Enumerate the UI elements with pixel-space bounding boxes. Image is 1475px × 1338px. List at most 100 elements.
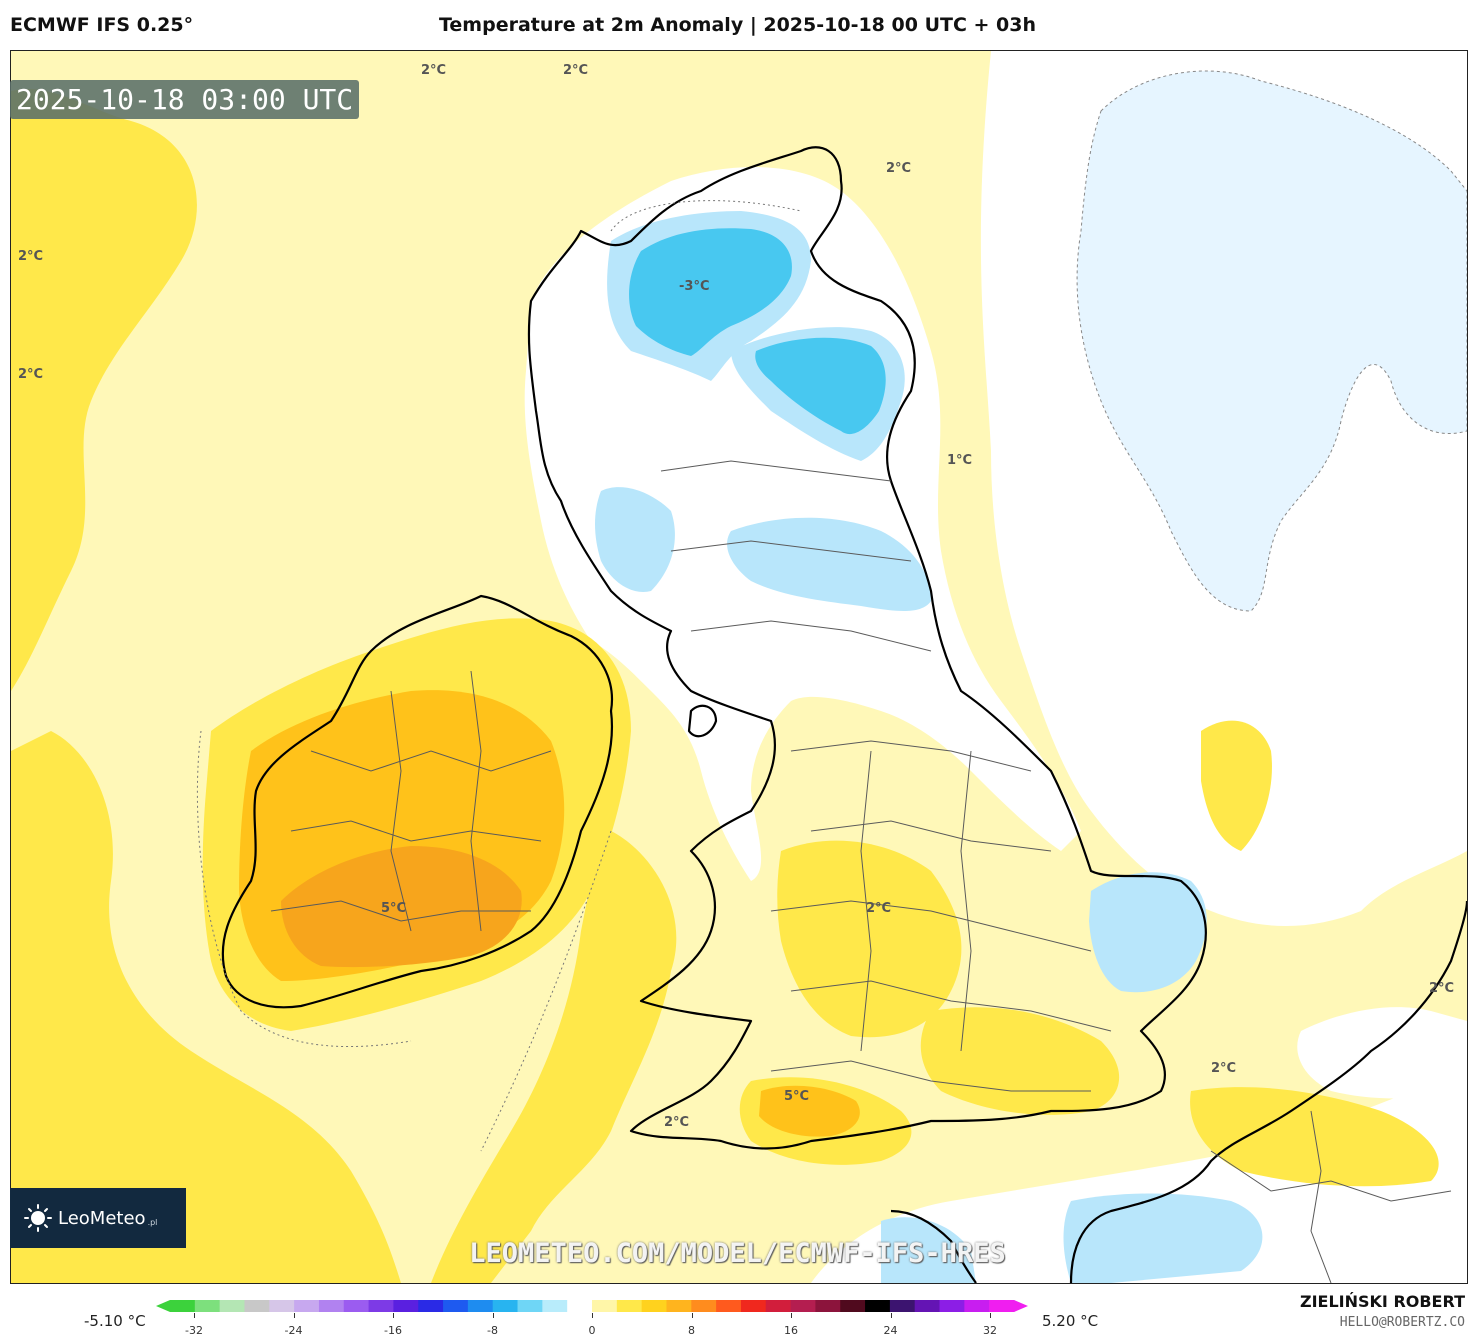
dorset-orange bbox=[759, 1085, 860, 1137]
colorbar-tick-mark bbox=[393, 1313, 394, 1318]
isoline-label: 2°C bbox=[664, 1115, 690, 1130]
map-area[interactable]: 2°C 2°C 2°C 2°C -3°C 2°C 1°C 5°C 2°C 2°C… bbox=[10, 50, 1468, 1284]
anomaly-map bbox=[11, 51, 1467, 1283]
colorbar-swatch bbox=[641, 1300, 667, 1312]
benelux-yellow bbox=[1190, 1087, 1439, 1187]
legend-min-value: -5.10 °C bbox=[84, 1312, 146, 1330]
southeast-yellow bbox=[920, 1007, 1120, 1115]
admin-borders bbox=[270, 460, 1452, 1283]
colorbar-tick-mark bbox=[592, 1313, 593, 1318]
colorbar-swatch bbox=[343, 1300, 370, 1312]
colorbar-swatch bbox=[840, 1300, 866, 1312]
netherlands-white bbox=[1297, 1007, 1467, 1099]
colorbar-swatch bbox=[542, 1300, 568, 1312]
colorbar-tick-label: -16 bbox=[384, 1324, 402, 1337]
colorbar-swatch bbox=[219, 1300, 245, 1312]
colorbar-swatch bbox=[616, 1300, 643, 1312]
isoline-label: -3°C bbox=[679, 279, 710, 294]
map-title: Temperature at 2m Anomaly | 2025-10-18 0… bbox=[438, 14, 1037, 36]
colorbar-swatch bbox=[815, 1300, 841, 1312]
colorbar-tick-mark bbox=[990, 1313, 991, 1318]
france-white bbox=[811, 1071, 1467, 1283]
legend-max-value: 5.20 °C bbox=[1042, 1312, 1099, 1330]
colorbar-swatch bbox=[318, 1300, 345, 1312]
isoline-label: 5°C bbox=[784, 1089, 810, 1104]
author-name: ZIELIŃSKI ROBERT bbox=[1299, 1292, 1465, 1311]
colorbar-swatch bbox=[393, 1300, 419, 1312]
east-anglia-blue bbox=[1089, 872, 1207, 993]
colorbar-swatch bbox=[368, 1300, 394, 1312]
colorbar-tick-label: 24 bbox=[883, 1324, 898, 1337]
colorbar-swatch bbox=[989, 1300, 1015, 1312]
isoline-label: 2°C bbox=[421, 63, 447, 78]
colorbar-swatch bbox=[418, 1300, 444, 1312]
grampians-cyan bbox=[755, 337, 886, 435]
colorbar-swatch bbox=[889, 1300, 916, 1312]
colorbar-swatch bbox=[294, 1300, 320, 1312]
colorbar-swatch bbox=[865, 1300, 891, 1312]
colorbar-max-arrow bbox=[1014, 1300, 1028, 1312]
colorbar-tick-mark bbox=[791, 1313, 792, 1318]
colorbar-tick-label: 0 bbox=[588, 1324, 596, 1337]
colorbar bbox=[156, 1300, 1028, 1312]
leometeo-logo[interactable]: LeoMeteo .pl bbox=[10, 1188, 186, 1248]
colorbar-swatch bbox=[765, 1300, 792, 1312]
isoline-label: 2°C bbox=[1429, 981, 1455, 996]
colorbar-swatch bbox=[666, 1300, 692, 1312]
colorbar-swatch bbox=[716, 1300, 742, 1312]
isoline-label: 2°C bbox=[1211, 1061, 1237, 1076]
ireland-dark-orange bbox=[281, 846, 522, 968]
highlands-cyan bbox=[629, 228, 792, 356]
west-highlands-blue bbox=[595, 487, 675, 592]
colorbar-swatch bbox=[170, 1300, 196, 1312]
colorbar-swatch bbox=[467, 1300, 494, 1312]
isoline-label: 2°C bbox=[563, 63, 589, 78]
colorbar-tick-label: -24 bbox=[284, 1324, 303, 1337]
anomaly-contours bbox=[196, 200, 802, 1152]
atlantic-yellow-zone-south bbox=[11, 731, 401, 1283]
isoline-label: 2°C bbox=[18, 249, 44, 264]
brittany-blue bbox=[881, 1217, 976, 1283]
southern-uplands-light-blue bbox=[727, 517, 931, 611]
coastlines bbox=[221, 146, 1467, 1283]
scandinavia-pale-blue bbox=[1076, 70, 1467, 612]
sun-icon bbox=[24, 1204, 52, 1232]
isoline-label: 5°C bbox=[381, 901, 407, 916]
author-email[interactable]: HELLO@ROBERTZ.CO bbox=[1339, 1315, 1465, 1330]
isoline-label: 2°C bbox=[866, 901, 892, 916]
valid-time-badge: 2025-10-18 03:00 UTC bbox=[10, 80, 360, 119]
colorbar-tick-mark bbox=[890, 1313, 892, 1318]
colorbar-tick-label: -32 bbox=[185, 1324, 203, 1337]
isoline-label: 2°C bbox=[886, 161, 912, 176]
colorbar-tick-label: 16 bbox=[784, 1324, 798, 1337]
colorbar-tick-mark bbox=[492, 1313, 494, 1318]
colorbar-swatch bbox=[790, 1300, 816, 1312]
model-name: ECMWF IFS 0.25° bbox=[10, 14, 194, 36]
colorbar-swatch bbox=[194, 1300, 221, 1312]
normandy-blue bbox=[1063, 1193, 1263, 1283]
colorbar-swatch bbox=[492, 1300, 519, 1312]
isoline-label: 2°C bbox=[18, 367, 44, 382]
logo-name: LeoMeteo bbox=[58, 1207, 146, 1229]
colorbar-tick-mark bbox=[194, 1313, 195, 1318]
colorbar-swatch bbox=[964, 1300, 990, 1312]
colorbar-tick-label: 32 bbox=[983, 1324, 997, 1337]
isoline-label: 1°C bbox=[947, 453, 973, 468]
source-watermark: LEOMETEO.COM/MODEL/ECMWF-IFS-HRES bbox=[469, 1238, 1006, 1269]
colorbar-swatch bbox=[691, 1300, 717, 1312]
colorbar-swatch bbox=[244, 1300, 270, 1312]
colorbar-tick-label: -8 bbox=[487, 1324, 498, 1337]
colorbar-swatch bbox=[443, 1300, 469, 1312]
colorbar-swatch bbox=[740, 1300, 767, 1312]
colorbar-swatch bbox=[592, 1300, 618, 1312]
colorbar-min-arrow bbox=[156, 1300, 170, 1312]
colorbar-tick-label: 8 bbox=[688, 1324, 695, 1337]
atlantic-yellow-zone bbox=[11, 88, 197, 691]
logo-suffix: .pl bbox=[147, 1217, 158, 1227]
colorbar-swatch bbox=[517, 1300, 543, 1312]
celtic-sea-yellow bbox=[431, 831, 677, 1283]
colorbar-swatch bbox=[269, 1300, 295, 1312]
colorbar-swatch bbox=[939, 1300, 965, 1312]
colorbar-swatch bbox=[914, 1300, 941, 1312]
colorbar-tick-mark bbox=[691, 1313, 693, 1318]
